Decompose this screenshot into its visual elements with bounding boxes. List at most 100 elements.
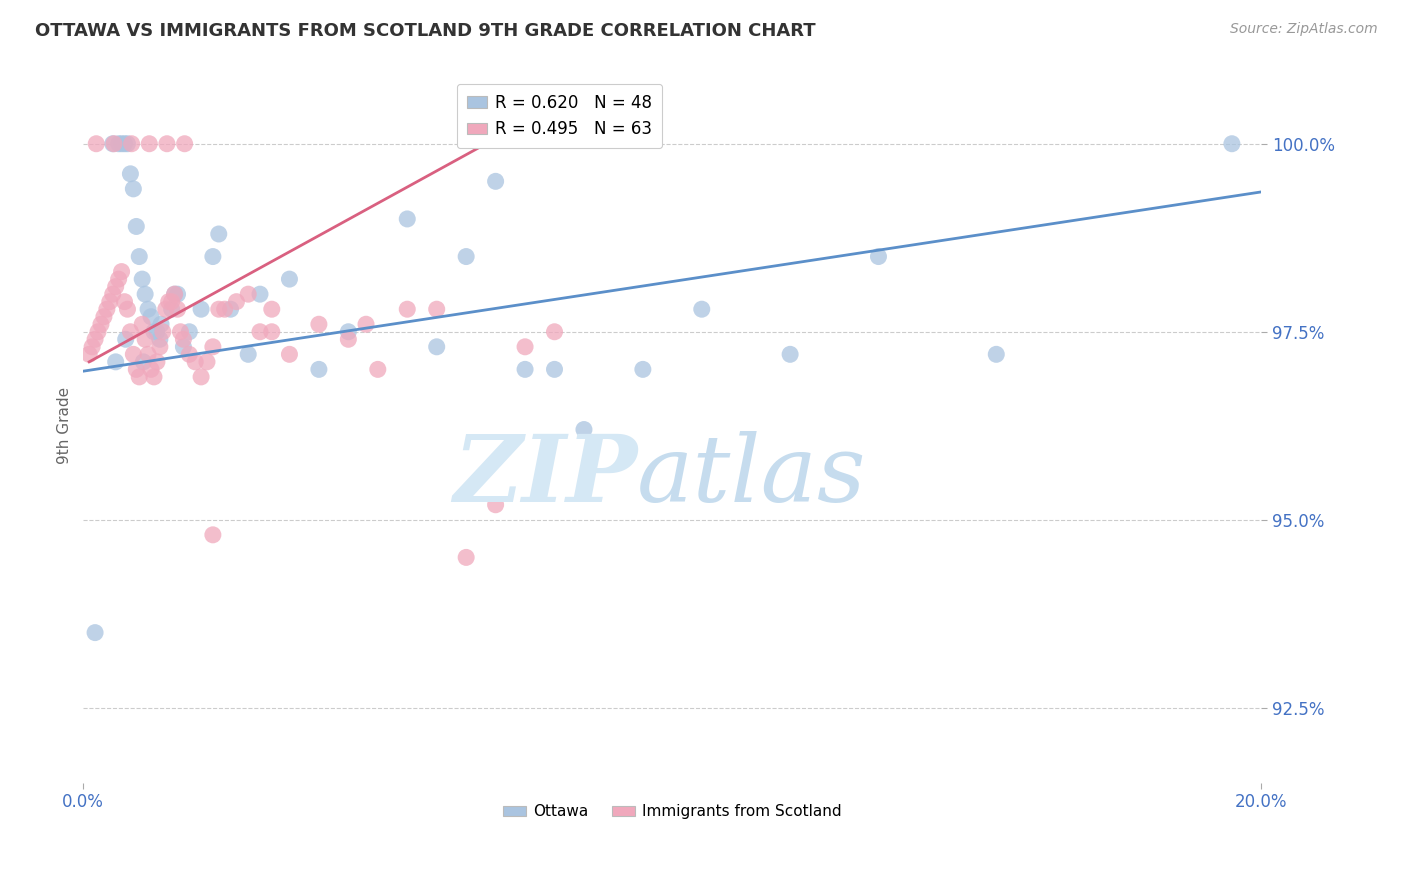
Point: [986, 347, 1008, 361]
Point: [104, 355, 127, 369]
Point: [131, 272, 153, 286]
Point: [190, 370, 212, 384]
Point: [169, 325, 191, 339]
Point: [139, 310, 162, 324]
Point: [117, 136, 139, 151]
Point: [96, 302, 118, 317]
Point: [152, 325, 174, 339]
Point: [132, 355, 155, 369]
Text: atlas: atlas: [637, 431, 866, 521]
Point: [484, 498, 506, 512]
Point: [201, 528, 224, 542]
Point: [101, 136, 124, 151]
Point: [173, 136, 195, 151]
Point: [337, 325, 360, 339]
Point: [163, 287, 186, 301]
Point: [426, 340, 449, 354]
Point: [84, 136, 107, 151]
Point: [690, 302, 713, 317]
Point: [82, 340, 104, 354]
Point: [513, 362, 536, 376]
Point: [201, 250, 224, 264]
Point: [260, 325, 283, 339]
Point: [337, 332, 360, 346]
Point: [238, 347, 260, 361]
Point: [195, 355, 218, 369]
Point: [128, 250, 150, 264]
Point: [150, 318, 173, 332]
Point: [146, 355, 169, 369]
Point: [134, 332, 156, 346]
Point: [208, 227, 231, 241]
Point: [149, 332, 172, 346]
Point: [143, 370, 166, 384]
Point: [354, 318, 377, 332]
Point: [107, 136, 129, 151]
Point: [155, 302, 177, 317]
Point: [308, 362, 330, 376]
Point: [157, 294, 180, 309]
Point: [308, 318, 330, 332]
Point: [179, 325, 201, 339]
Point: [201, 340, 224, 354]
Point: [172, 340, 194, 354]
Point: [90, 318, 112, 332]
Point: [146, 325, 169, 339]
Point: [149, 340, 172, 354]
Point: [122, 347, 145, 361]
Point: [136, 302, 159, 317]
Point: [543, 325, 565, 339]
Point: [122, 182, 145, 196]
Point: [166, 302, 188, 317]
Point: [114, 294, 136, 309]
Point: [163, 287, 186, 301]
Point: [208, 302, 231, 317]
Point: [128, 370, 150, 384]
Point: [166, 287, 188, 301]
Text: Source: ZipAtlas.com: Source: ZipAtlas.com: [1230, 22, 1378, 37]
Point: [184, 355, 207, 369]
Point: [77, 347, 100, 361]
Point: [125, 362, 148, 376]
Point: [120, 325, 142, 339]
Point: [101, 287, 124, 301]
Point: [138, 136, 160, 151]
Text: ZIP: ZIP: [453, 431, 637, 521]
Point: [156, 136, 179, 151]
Point: [396, 302, 419, 317]
Point: [190, 302, 212, 317]
Point: [260, 302, 283, 317]
Point: [87, 325, 110, 339]
Point: [238, 287, 260, 301]
Point: [110, 264, 132, 278]
Text: OTTAWA VS IMMIGRANTS FROM SCOTLAND 9TH GRADE CORRELATION CHART: OTTAWA VS IMMIGRANTS FROM SCOTLAND 9TH G…: [35, 22, 815, 40]
Point: [160, 294, 183, 309]
Point: [93, 310, 115, 324]
Point: [143, 325, 166, 339]
Point: [367, 362, 389, 376]
Point: [456, 250, 478, 264]
Point: [219, 302, 242, 317]
Y-axis label: 9th Grade: 9th Grade: [58, 387, 72, 465]
Point: [543, 362, 565, 376]
Point: [278, 272, 301, 286]
Point: [104, 279, 127, 293]
Point: [120, 167, 142, 181]
Point: [84, 332, 107, 346]
Point: [396, 211, 419, 226]
Point: [249, 287, 271, 301]
Point: [779, 347, 801, 361]
Point: [125, 219, 148, 234]
Point: [121, 136, 143, 151]
Point: [484, 174, 506, 188]
Point: [868, 250, 890, 264]
Point: [117, 302, 139, 317]
Point: [134, 287, 156, 301]
Point: [114, 136, 136, 151]
Point: [107, 272, 129, 286]
Point: [136, 347, 159, 361]
Point: [110, 136, 132, 151]
Point: [278, 347, 301, 361]
Point: [179, 347, 201, 361]
Point: [426, 302, 449, 317]
